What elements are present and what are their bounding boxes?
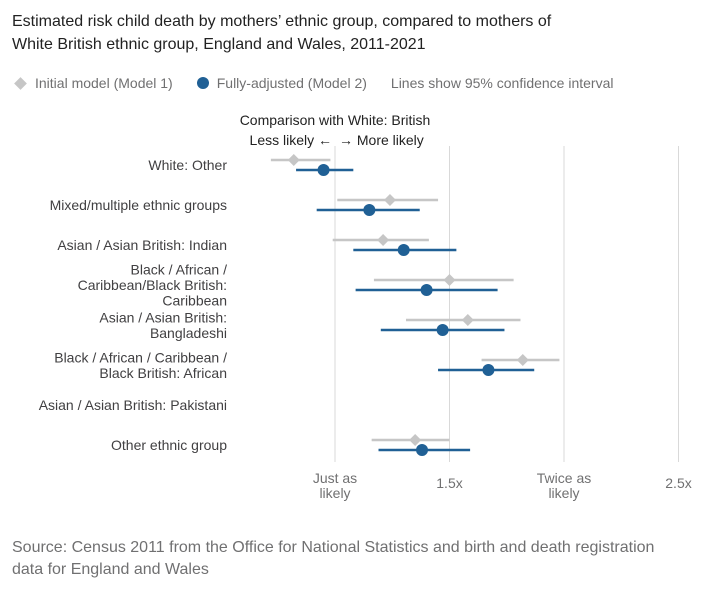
- model1-point: [383, 194, 396, 206]
- category-label: Caribbean: [162, 293, 227, 309]
- category-label: Bangladeshi: [150, 325, 227, 341]
- model2-point: [482, 364, 495, 376]
- chart-row: Other ethnic group: [111, 434, 471, 456]
- model2-point: [397, 244, 410, 256]
- comparison-more-label: → More likely: [339, 132, 424, 148]
- category-label: Black / African / Caribbean /: [54, 349, 227, 365]
- tick-label: Just as: [313, 470, 357, 486]
- dot-icon: [196, 77, 209, 89]
- category-label: Black British: African: [99, 365, 227, 381]
- model2-point: [317, 164, 330, 176]
- legend: Initial model (Model 1) Fully-adjusted (…: [14, 75, 637, 91]
- chart-row: Asian / Asian British:Bangladeshi: [99, 309, 521, 341]
- legend-item-model2: Fully-adjusted (Model 2): [196, 75, 367, 91]
- tick-label: 1.5x: [436, 475, 462, 491]
- model2-point: [420, 284, 433, 296]
- model1-point: [409, 434, 422, 446]
- chart-row: Mixed/multiple ethnic groups: [50, 194, 439, 216]
- category-label: Asian / Asian British: Indian: [57, 237, 227, 253]
- model1-point: [443, 274, 456, 286]
- chart-row: Black / African /Caribbean/Black British…: [78, 262, 514, 309]
- model1-point: [287, 154, 300, 166]
- tick-label: Twice as: [537, 470, 591, 486]
- model2-point: [436, 324, 449, 336]
- chart-row: Black / African / Caribbean /Black Briti…: [54, 349, 560, 381]
- category-label: Black / African /: [131, 262, 228, 278]
- chart-row: Asian / Asian British: Indian: [57, 234, 457, 256]
- category-label: Mixed/multiple ethnic groups: [50, 197, 227, 213]
- source-line-2: data for England and Wales: [12, 561, 209, 578]
- legend-label-model1: Initial model (Model 1): [35, 75, 173, 91]
- source-note: Source: Census 2011 from the Office for …: [12, 537, 718, 581]
- category-label: Asian / Asian British: Pakistani: [39, 397, 227, 413]
- source-line-1: Source: Census 2011 from the Office for …: [12, 539, 655, 556]
- dot-plot-chart: Comparison with White: British Less like…: [39, 112, 692, 501]
- legend-label-model2: Fully-adjusted (Model 2): [216, 75, 367, 91]
- model2-point: [416, 444, 429, 456]
- category-label: Other ethnic group: [111, 437, 227, 453]
- chart-row: White: Other: [148, 154, 354, 176]
- chart-title-line-1: Estimated risk child death by mothers’ e…: [12, 13, 552, 30]
- legend-item-model1: Initial model (Model 1): [14, 75, 173, 91]
- legend-note-text: Lines show 95% confidence interval: [390, 75, 614, 91]
- category-label: Caribbean/Black British:: [78, 277, 227, 293]
- tick-label: likely: [319, 485, 350, 501]
- gridlines: [334, 146, 679, 462]
- chart-row: Asian / Asian British: Pakistani: [39, 397, 227, 413]
- category-label: White: Other: [148, 157, 227, 173]
- comparison-heading: Comparison with White: British: [240, 112, 431, 128]
- tick-label: likely: [548, 485, 579, 501]
- model1-point: [377, 234, 390, 246]
- model1-point: [461, 314, 474, 326]
- category-label: Asian / Asian British:: [99, 309, 227, 325]
- comparison-less-label: Less likely ←: [250, 132, 332, 148]
- model2-point: [363, 204, 376, 216]
- chart-rows: White: Other Mixed/multiple ethnic groups…: [39, 154, 560, 456]
- chart-title-line-2: White British ethnic group, England and …: [12, 36, 426, 53]
- chart-title: Estimated risk child death by mothers’ e…: [12, 10, 712, 56]
- legend-note: Lines show 95% confidence interval: [391, 75, 614, 91]
- model1-point: [516, 354, 529, 366]
- tick-label: 2.5x: [665, 475, 691, 491]
